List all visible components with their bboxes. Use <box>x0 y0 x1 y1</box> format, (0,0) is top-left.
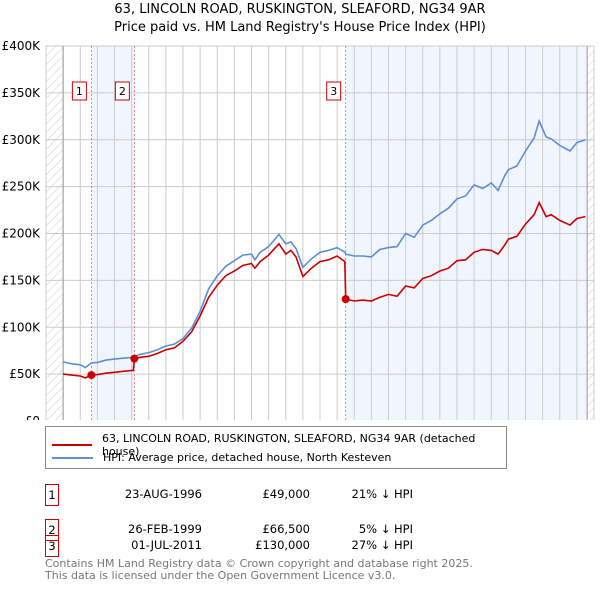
y-tick-label: £200K <box>2 227 42 241</box>
sale-label-box <box>114 81 130 101</box>
y-tick-label: £350K <box>2 86 42 100</box>
y-tick-label: £100K <box>2 320 42 334</box>
transaction-date: 01-JUL-2011 <box>131 538 202 552</box>
sale-label: 1 <box>76 85 83 98</box>
transaction-price: £66,500 <box>262 522 310 536</box>
transaction-row: 1 23-AUG-1996 £49,000 21% ↓ HPI <box>45 484 445 506</box>
transaction-row: 3 01-JUL-2011 £130,000 27% ↓ HPI <box>45 535 445 559</box>
sale-point <box>341 295 350 304</box>
y-tick-label: £50K <box>9 367 41 381</box>
y-tick-label: £250K <box>2 180 42 194</box>
transaction-hpi: 21% ↓ HPI <box>351 487 413 501</box>
transaction-number: 2 <box>45 519 59 541</box>
transaction-price: £130,000 <box>255 538 310 552</box>
sale-label: 3 <box>330 85 337 98</box>
transaction-date: 26-FEB-1999 <box>128 522 202 536</box>
transaction-hpi: 27% ↓ HPI <box>351 538 413 552</box>
footer-text: Contains HM Land Registry data © Crown c… <box>45 558 473 581</box>
y-tick-label: £400K <box>2 39 42 53</box>
transaction-row: 2 26-FEB-1999 £66,500 5% ↓ HPI <box>45 519 445 541</box>
legend: 63, LINCOLN ROAD, RUSKINGTON, SLEAFORD, … <box>45 426 507 469</box>
footer-line-2: This data is licensed under the Open Gov… <box>45 568 396 582</box>
transaction-price: £49,000 <box>262 487 310 501</box>
footer-line-1: Contains HM Land Registry data © Crown c… <box>45 557 473 570</box>
sale-point <box>87 371 96 380</box>
hpi-line <box>62 118 586 369</box>
legend-hpi-label: HPI: Average price, detached house, Nort… <box>103 451 392 464</box>
y-tick-label: £150K <box>2 273 42 287</box>
transaction-date: 23-AUG-1996 <box>124 487 202 501</box>
sale-label-box <box>326 81 342 101</box>
y-tick-label: £0 <box>25 414 40 420</box>
legend-swatch-hpi <box>52 456 93 459</box>
price-chart: 1994199519961997199819992000200120022003… <box>2 39 595 420</box>
sale-label: 2 <box>119 85 126 98</box>
chart-title: 63, LINCOLN ROAD, RUSKINGTON, SLEAFORD, … <box>114 2 486 17</box>
chart-subtitle: Price paid vs. HM Land Registry's House … <box>114 20 486 35</box>
sale-label-box <box>71 81 87 101</box>
transaction-number: 3 <box>45 535 59 557</box>
y-tick-label: £300K <box>2 133 42 147</box>
transaction-number: 1 <box>45 484 59 506</box>
legend-property-label: 63, LINCOLN ROAD, RUSKINGTON, SLEAFORD, … <box>101 432 476 458</box>
sale-point <box>130 354 139 363</box>
transaction-hpi: 5% ↓ HPI <box>358 522 413 536</box>
legend-swatch-property <box>52 444 92 446</box>
property-price-line <box>63 200 586 379</box>
